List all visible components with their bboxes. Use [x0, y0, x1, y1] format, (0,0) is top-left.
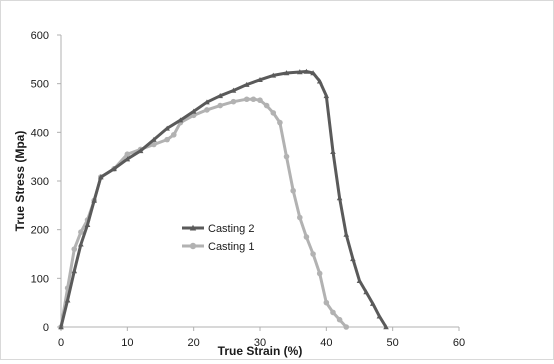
data-point: [283, 153, 290, 160]
data-point: [376, 313, 383, 319]
data-point: [263, 102, 270, 109]
x-tick-label: 60: [453, 337, 465, 349]
data-point: [71, 268, 78, 274]
data-point: [164, 125, 170, 131]
x-axis-ticks: 0 10 20 30 40 50 60: [58, 327, 465, 349]
data-point: [383, 324, 389, 330]
axes: 0 100 200 300 400 500 600 0 10 20 30 40 50 60: [31, 30, 465, 349]
data-point: [230, 98, 237, 105]
legend-item: Casting 2: [182, 223, 254, 235]
legend: Casting 2 Casting 1: [182, 223, 254, 253]
data-point: [303, 68, 310, 74]
data-point: [243, 81, 250, 87]
data-point: [151, 136, 157, 142]
data-point: [303, 234, 310, 240]
data-point: [64, 297, 71, 303]
y-axis-ticks: 0 100 200 300 400 500 600: [31, 30, 61, 334]
data-point: [330, 309, 336, 316]
data-point: [243, 96, 250, 103]
data-point: [297, 214, 303, 221]
x-tick-label: 50: [387, 337, 399, 349]
data-point: [111, 166, 117, 172]
data-point: [336, 195, 343, 201]
data-point: [78, 241, 84, 247]
data-point: [84, 222, 91, 228]
x-axis-title: True Strain (%): [218, 344, 303, 358]
stress-strain-chart: 0 100 200 300 400 500 600 0 10 20 30 40 50 60 True S…: [13, 30, 465, 358]
data-point: [257, 97, 263, 104]
y-tick-label: 300: [31, 176, 49, 188]
data-point: [190, 108, 197, 114]
data-point: [71, 246, 78, 252]
data-point: [363, 289, 369, 295]
data-point: [257, 76, 263, 83]
y-tick-label: 400: [31, 127, 49, 139]
y-tick-label: 500: [31, 79, 49, 91]
data-point: [316, 270, 323, 277]
legend-label: Casting 2: [208, 223, 254, 235]
data-point: [230, 87, 237, 93]
data-point: [124, 151, 131, 158]
data-point: [283, 70, 290, 76]
y-axis-title: True Stress (Mpa): [13, 131, 27, 232]
y-tick-label: 0: [43, 322, 49, 334]
x-tick-label: 40: [320, 337, 332, 349]
data-point: [316, 78, 323, 84]
y-tick-label: 100: [31, 273, 49, 285]
data-point: [170, 131, 177, 138]
data-point: [124, 156, 131, 162]
y-tick-label: 200: [31, 225, 49, 237]
data-point: [270, 110, 277, 116]
data-point: [204, 99, 210, 105]
data-point: [297, 69, 303, 75]
data-point: [350, 256, 356, 262]
data-point: [270, 72, 277, 78]
data-point: [356, 277, 363, 284]
series-casting-2: [58, 68, 389, 330]
series-line: [59, 70, 388, 328]
data-point: [78, 229, 84, 235]
data-point: [204, 107, 210, 113]
x-tick-label: 20: [188, 337, 200, 349]
data-point: [250, 96, 257, 103]
data-point: [189, 242, 197, 250]
data-point: [151, 141, 157, 148]
data-point: [177, 117, 184, 123]
series-line: [59, 97, 348, 329]
data-point: [164, 136, 170, 143]
data-point: [343, 231, 350, 237]
series-casting-1: [58, 96, 350, 330]
x-tick-label: 0: [58, 337, 64, 349]
legend-item: Casting 1: [182, 241, 254, 253]
data-point: [189, 224, 197, 231]
data-point: [91, 197, 97, 203]
data-point: [290, 187, 296, 194]
data-point: [369, 300, 376, 306]
series-layer: [58, 68, 389, 330]
data-point: [336, 316, 343, 323]
x-tick-label: 10: [121, 337, 133, 349]
data-point: [277, 119, 283, 126]
data-point: [343, 324, 350, 330]
x-tick-label: 30: [254, 337, 266, 349]
data-point: [310, 251, 316, 257]
data-point: [98, 174, 104, 180]
data-point: [323, 93, 330, 99]
data-point: [323, 299, 330, 306]
y-tick-label: 600: [31, 30, 49, 42]
data-point: [58, 324, 64, 330]
data-point: [217, 93, 223, 99]
legend-label: Casting 1: [208, 241, 254, 253]
data-point: [310, 70, 316, 76]
data-point: [330, 149, 336, 155]
data-point: [217, 102, 223, 109]
data-point: [137, 148, 144, 154]
